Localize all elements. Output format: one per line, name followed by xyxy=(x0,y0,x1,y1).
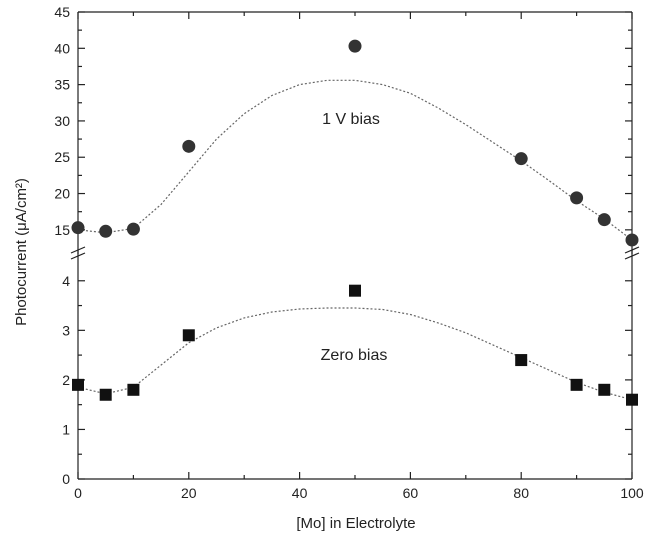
y-tick-label: 2 xyxy=(62,372,70,388)
data-point-1v-bias xyxy=(514,152,528,166)
fit-curve-zero-bias xyxy=(77,307,633,401)
axes: 0 20 40 60 80 100 0 1 2 3 4 15 20 25 30 35 40 45 xyxy=(54,4,643,501)
x-tick-label: 80 xyxy=(513,485,529,501)
axis-break-mark-left xyxy=(70,252,86,260)
y-tick-label: 20 xyxy=(54,186,70,202)
y-tick-label: 40 xyxy=(54,40,70,56)
data-point-1v-bias xyxy=(99,224,113,238)
data-point-1v-bias xyxy=(71,221,85,235)
axis-break-mark-right xyxy=(624,246,640,254)
y-tick-label: 35 xyxy=(54,77,70,93)
axis-break-mark-left xyxy=(70,246,86,254)
data-point-zero-bias xyxy=(182,329,195,342)
data-point-zero-bias xyxy=(515,354,528,367)
data-point-zero-bias xyxy=(127,383,140,396)
x-tick-label: 40 xyxy=(292,485,308,501)
x-tick-label: 100 xyxy=(620,485,644,501)
data-point-zero-bias xyxy=(72,378,84,391)
data-point-1v-bias xyxy=(348,39,362,53)
y-tick-label: 3 xyxy=(62,322,70,338)
data-markers xyxy=(71,39,639,406)
x-tick-label: 0 xyxy=(74,485,82,501)
fit-curves xyxy=(77,79,633,401)
y-tick-label: 1 xyxy=(62,421,70,437)
fit-curve-1v-bias xyxy=(77,79,633,241)
y-tick-label: 30 xyxy=(54,113,70,129)
data-point-zero-bias xyxy=(349,284,361,297)
y-tick-label: 4 xyxy=(62,273,70,289)
data-point-1v-bias xyxy=(126,222,140,236)
y-axis-label: Photocurrent (μA/cm²) xyxy=(13,178,30,326)
data-point-zero-bias xyxy=(598,383,611,396)
data-point-zero-bias xyxy=(99,388,112,401)
x-tick-label: 60 xyxy=(403,485,419,501)
data-point-zero-bias xyxy=(626,393,638,406)
y-tick-label: 45 xyxy=(54,4,70,20)
data-point-1v-bias xyxy=(597,213,611,227)
x-axis-label: [Mo] in Electrolyte xyxy=(296,515,415,532)
data-point-1v-bias xyxy=(570,191,584,205)
x-tick-label: 20 xyxy=(181,485,197,501)
y-tick-label: 25 xyxy=(54,149,70,165)
y-tick-label: 15 xyxy=(54,222,70,238)
series-label-1v-bias: 1 V bias xyxy=(322,111,380,128)
data-point-1v-bias xyxy=(625,233,639,247)
series-label-zero-bias: Zero bias xyxy=(321,347,388,364)
data-point-1v-bias xyxy=(182,139,196,153)
y-tick-label: 0 xyxy=(62,471,70,487)
axis-break-mark-right xyxy=(624,252,640,260)
data-point-zero-bias xyxy=(570,378,583,391)
